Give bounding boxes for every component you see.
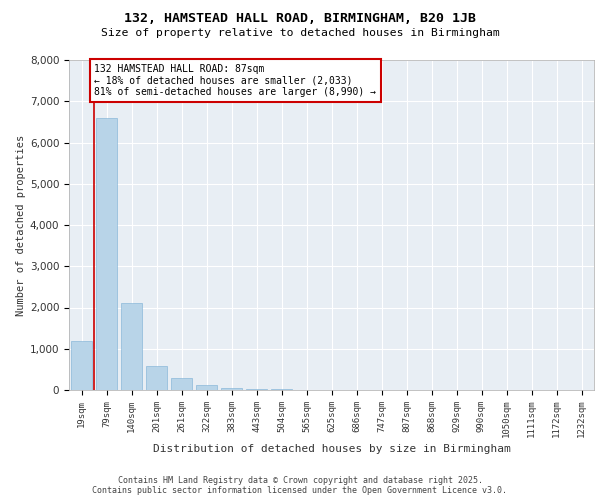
Bar bbox=[246, 389, 267, 390]
Bar bbox=[271, 389, 292, 390]
Bar bbox=[146, 366, 167, 390]
Y-axis label: Number of detached properties: Number of detached properties bbox=[16, 134, 26, 316]
Bar bbox=[121, 304, 142, 390]
Text: 132, HAMSTEAD HALL ROAD, BIRMINGHAM, B20 1JB: 132, HAMSTEAD HALL ROAD, BIRMINGHAM, B20… bbox=[124, 12, 476, 26]
Text: Contains HM Land Registry data © Crown copyright and database right 2025.
Contai: Contains HM Land Registry data © Crown c… bbox=[92, 476, 508, 495]
X-axis label: Distribution of detached houses by size in Birmingham: Distribution of detached houses by size … bbox=[152, 444, 511, 454]
Bar bbox=[96, 118, 117, 390]
Bar bbox=[71, 340, 92, 390]
Bar bbox=[221, 388, 242, 390]
Text: Size of property relative to detached houses in Birmingham: Size of property relative to detached ho… bbox=[101, 28, 499, 38]
Bar bbox=[171, 378, 192, 390]
Bar bbox=[196, 384, 217, 390]
Text: 132 HAMSTEAD HALL ROAD: 87sqm
← 18% of detached houses are smaller (2,033)
81% o: 132 HAMSTEAD HALL ROAD: 87sqm ← 18% of d… bbox=[95, 64, 377, 98]
